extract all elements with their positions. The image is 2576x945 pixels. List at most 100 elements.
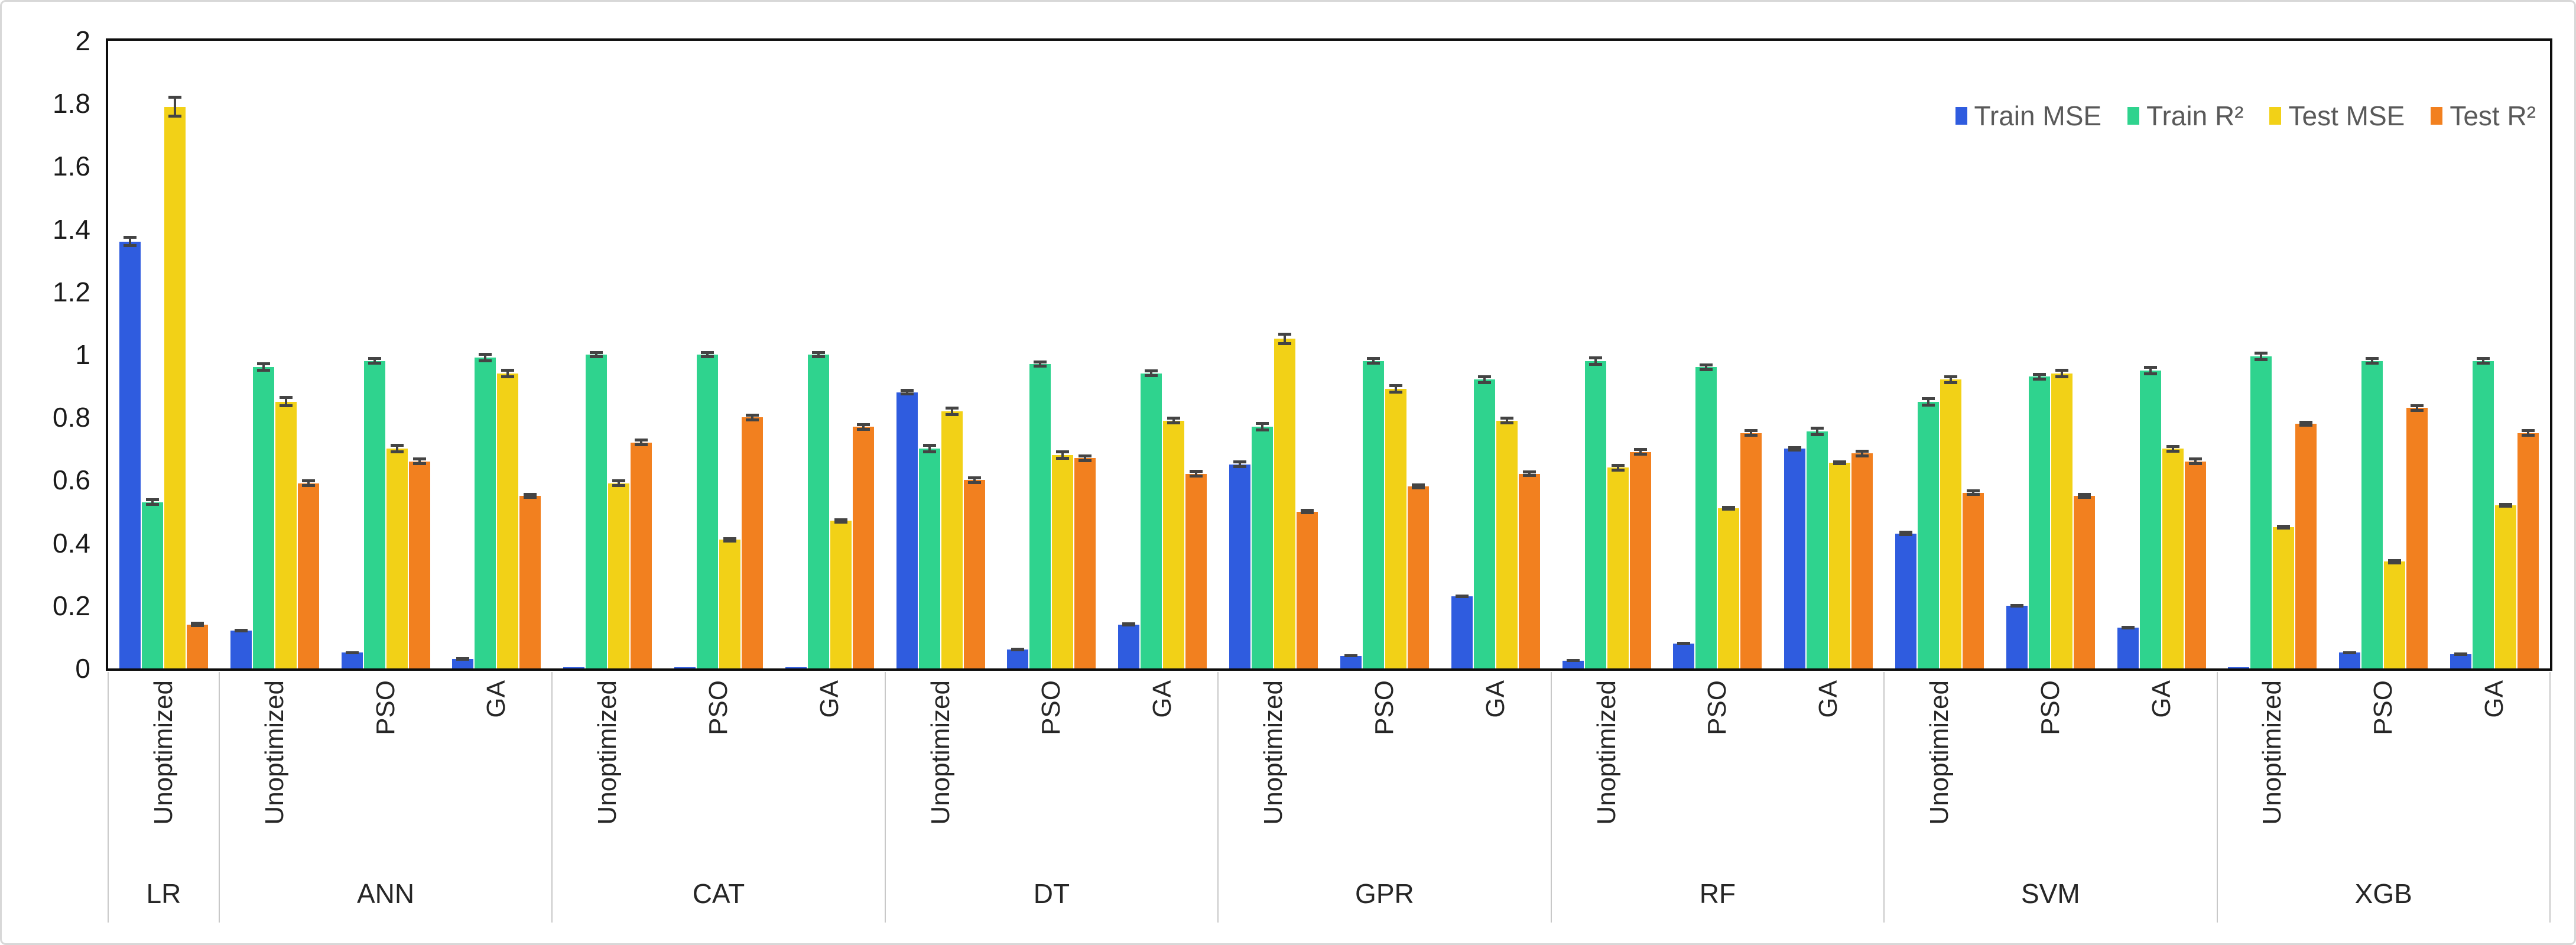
error-bar (1145, 374, 1158, 378)
error-bar (1084, 454, 1087, 462)
error-bar (967, 480, 981, 484)
error-bar (1056, 456, 1070, 460)
bar-GPR-Unoptimized-Test R² (1297, 511, 1318, 668)
error-bar (1856, 454, 1869, 457)
error-bar (834, 520, 847, 524)
error-bar (1411, 486, 1425, 490)
error-bar (2032, 372, 2046, 376)
bar-SVM-PSO-Test R² (2073, 495, 2095, 668)
group-separator (2549, 672, 2551, 923)
bar-DT-GA-Train R² (1141, 373, 1162, 668)
error-bar (595, 350, 598, 359)
bar-ANN-GA-Train R² (475, 358, 496, 668)
bar-LR-Unoptimized-Test R² (186, 624, 208, 668)
error-bar (856, 427, 870, 431)
error-bar (145, 502, 159, 506)
error-bar (1034, 365, 1047, 368)
bar-SVM-GA-Test MSE (2162, 449, 2184, 668)
error-bar (751, 413, 753, 421)
y-axis-tick-label: 0.4 (53, 527, 90, 558)
error-bar (1944, 381, 1957, 385)
error-bar (2077, 492, 2091, 496)
error-bar (123, 236, 137, 239)
error-bar (640, 439, 643, 447)
bar-RF-Unoptimized-Test R² (1629, 452, 1651, 668)
error-bar (1633, 448, 1647, 452)
bar-XGB-PSO-Test MSE (2384, 561, 2406, 668)
error-bar (1639, 448, 1642, 456)
error-bar (2411, 404, 2424, 407)
error-bar (1705, 363, 1708, 371)
error-bar (2477, 361, 2490, 365)
category-label: PSO (1037, 680, 1066, 735)
error-bar (811, 350, 825, 354)
error-bar (1011, 648, 1025, 652)
error-bar (2060, 368, 2063, 378)
error-bar (1722, 505, 1736, 509)
bar-ANN-Unoptimized-Test R² (297, 483, 319, 668)
error-bar (1167, 417, 1181, 420)
error-bar (635, 439, 648, 442)
bar-SVM-GA-Test R² (2184, 461, 2206, 668)
error-bar (922, 450, 936, 454)
error-bar (2366, 357, 2379, 361)
error-bar (618, 479, 621, 488)
legend: Train MSE Train R² Test MSE Test R² (1955, 100, 2536, 132)
bar-XGB-GA-Train R² (2473, 361, 2494, 668)
error-bar (1278, 342, 1292, 346)
bar-CAT-Unoptimized-Train MSE (563, 667, 585, 668)
legend-swatch-icon (2431, 107, 2443, 125)
y-axis-tick-label: 0.8 (53, 402, 90, 433)
legend-item-Train MSE: Train MSE (1955, 100, 2101, 132)
bar-DT-GA-Train MSE (1118, 624, 1140, 668)
error-bar (1411, 483, 1425, 486)
category-label-box: PSO (330, 680, 441, 875)
bar-CAT-Unoptimized-Test R² (631, 442, 652, 668)
error-bar (2482, 357, 2485, 365)
category-label: Unoptimized (1591, 680, 1621, 825)
category-label: GA (2480, 680, 2509, 718)
bar-CAT-GA-Train MSE (785, 667, 807, 668)
error-bar (1922, 397, 1935, 400)
category-label-box: GA (2106, 680, 2217, 875)
error-bar (2416, 404, 2419, 412)
bar-XGB-GA-Train MSE (2450, 654, 2472, 668)
error-bar (746, 413, 759, 417)
error-bar (1372, 357, 1375, 365)
error-bar (1284, 332, 1287, 346)
y-axis-tick-label: 1.8 (53, 88, 90, 119)
error-bar (590, 350, 603, 354)
category-label-box: Unoptimized (1218, 680, 1329, 875)
error-bar (1394, 384, 1397, 394)
bar-GPR-Unoptimized-Test MSE (1274, 339, 1296, 668)
category-label: Unoptimized (259, 680, 289, 825)
category-label: PSO (371, 680, 400, 735)
error-bar (479, 353, 492, 356)
bar-GPR-PSO-Train MSE (1340, 655, 1362, 668)
error-bar (418, 457, 421, 465)
bar-SVM-Unoptimized-Train R² (1918, 401, 1939, 668)
error-bar (817, 350, 820, 359)
error-bar (190, 622, 204, 625)
bar-RF-PSO-Test MSE (1718, 508, 1740, 668)
error-bar (945, 413, 959, 416)
category-label-box: GA (2439, 680, 2550, 875)
bar-GPR-PSO-Test R² (1407, 486, 1429, 668)
error-bar (1061, 450, 1064, 460)
error-bar (950, 406, 953, 416)
error-bar (2032, 377, 2046, 381)
error-bar (706, 350, 709, 359)
bar-DT-Unoptimized-Test R² (963, 480, 985, 668)
group-separator (2216, 672, 2218, 923)
bar-XGB-Unoptimized-Train R² (2250, 356, 2272, 668)
error-bar (2305, 420, 2308, 427)
error-bar (412, 462, 426, 465)
error-bar (2411, 408, 2424, 412)
bar-DT-Unoptimized-Train MSE (896, 392, 918, 668)
error-bar (2149, 365, 2152, 375)
error-bar (501, 368, 515, 372)
category-label-box: Unoptimized (108, 680, 219, 875)
legend-item-Train R²: Train R² (2127, 100, 2243, 132)
error-bar (1589, 356, 1602, 359)
